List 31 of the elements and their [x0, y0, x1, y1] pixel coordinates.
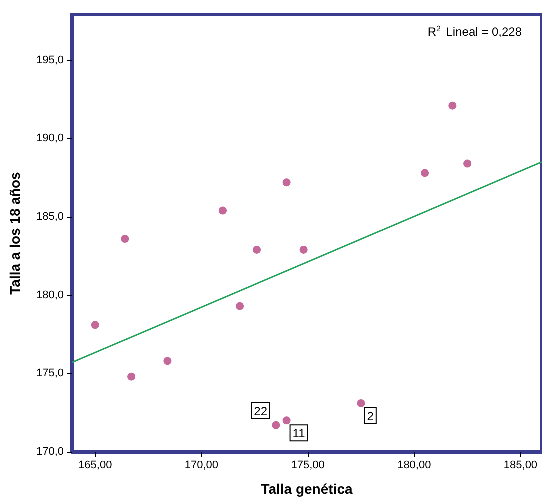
annotation: 11: [292, 426, 306, 441]
x-tick-label: 185,00: [504, 460, 538, 472]
x-axis-title: Talla genética: [261, 481, 353, 497]
point: [448, 102, 457, 110]
y-axis-title: Talla a los 18 años: [7, 172, 23, 295]
y-tick-label: 180,0: [36, 289, 64, 302]
y-tick-label: 185,0: [36, 211, 64, 224]
point: [282, 416, 291, 425]
y-tick-label: 175,0: [36, 368, 64, 380]
y-tick-label: 170,0: [36, 446, 64, 458]
x-tick-label: 180,00: [398, 460, 432, 472]
point: [253, 246, 262, 254]
annotation: 22: [254, 404, 268, 418]
point: [121, 234, 130, 243]
point: [282, 178, 291, 187]
y-tick-label: 195,0: [36, 54, 64, 66]
point: [300, 246, 308, 254]
point: [219, 206, 227, 215]
point: [91, 321, 100, 330]
point: [272, 421, 280, 430]
point: [164, 357, 172, 366]
x-tick-label: 165,00: [78, 460, 112, 472]
x-tick-label: 170,00: [184, 460, 219, 472]
point: [357, 399, 366, 408]
annotation: 2: [367, 409, 374, 424]
x-tick-label: 175,00: [291, 460, 325, 472]
y-tick-label: 190,0: [36, 132, 64, 145]
point: [421, 169, 430, 178]
point: [236, 302, 244, 310]
point: [464, 160, 472, 168]
point: [128, 372, 136, 381]
